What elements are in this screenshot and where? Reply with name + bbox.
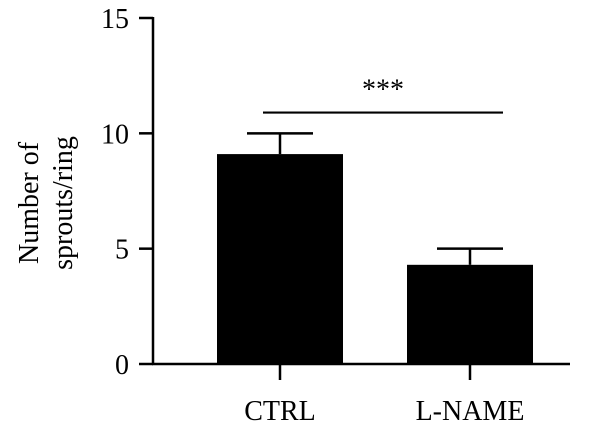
y-tick-label: 15 bbox=[101, 4, 129, 35]
y-tick-label: 5 bbox=[115, 235, 129, 266]
bars bbox=[217, 154, 533, 364]
y-axis-title-line-1: Number of bbox=[14, 141, 45, 264]
x-category-label: CTRL bbox=[244, 396, 316, 427]
bar-l-name bbox=[407, 264, 533, 364]
y-axis-title-line-2: sprouts/ring bbox=[48, 136, 79, 270]
y-tick-label: 0 bbox=[115, 350, 129, 381]
labels: 0 5 10 15 CTRL L-NAME bbox=[101, 4, 524, 427]
y-axis-title: Number of sprouts/ring bbox=[14, 136, 79, 270]
bar-ctrl bbox=[217, 154, 343, 364]
significance-annotation: *** bbox=[263, 75, 503, 114]
x-category-label: L-NAME bbox=[416, 396, 525, 427]
y-tick-label: 10 bbox=[101, 119, 129, 150]
significance-label: *** bbox=[362, 75, 404, 106]
error-bars bbox=[247, 132, 503, 265]
